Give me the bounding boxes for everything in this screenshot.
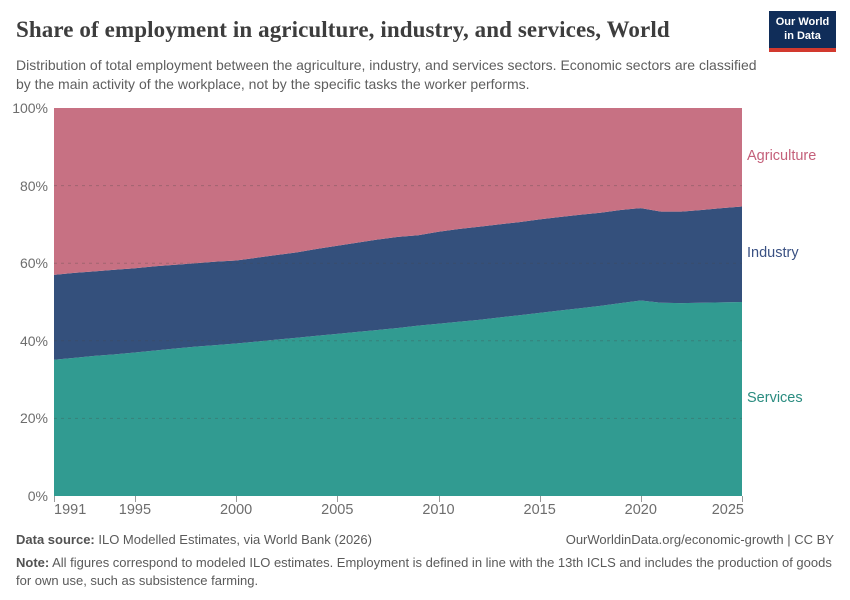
x-axis-tick-label: 1991	[54, 502, 87, 518]
owid-citation-link[interactable]: OurWorldinData.org/economic-growth | CC …	[565, 532, 834, 547]
y-axis-tick-label: 40%	[19, 332, 48, 349]
footer-source-row: Data source: ILO Modelled Estimates, via…	[16, 532, 834, 547]
x-axis-tick	[337, 496, 339, 502]
x-axis-tick-label: 2020	[624, 502, 657, 518]
page-title: Share of employment in agriculture, indu…	[16, 17, 670, 42]
y-axis-tick-label: 80%	[19, 177, 48, 194]
x-axis-tick	[54, 496, 55, 502]
x-axis-tick-label: 2010	[422, 502, 455, 518]
source-text: Data source: ILO Modelled Estimates, via…	[16, 532, 372, 547]
x-axis-tick	[236, 496, 238, 502]
area-services[interactable]	[54, 300, 742, 496]
legend-label-agriculture[interactable]: Agriculture	[747, 148, 817, 165]
x-axis-tick	[539, 496, 541, 502]
x-axis-tick	[742, 496, 743, 502]
owid-logo: Our World in Data	[769, 11, 836, 52]
chart-subtitle: Distribution of total employment between…	[16, 57, 757, 93]
x-axis-tick-label: 2015	[523, 502, 556, 518]
stacked-area-plot[interactable]	[54, 108, 742, 496]
x-axis-tick-label: 2000	[219, 502, 253, 518]
x-axis-tick-label: 2005	[321, 502, 354, 518]
footer-note: Note: All figures correspond to modeled …	[16, 555, 832, 588]
owid-logo-line2: in Data	[784, 30, 821, 43]
area-industry[interactable]	[54, 206, 742, 360]
y-axis-tick-label: 60%	[19, 255, 48, 272]
x-axis-tick-label: 1995	[118, 502, 152, 518]
area-agriculture[interactable]	[54, 108, 742, 275]
owid-logo-line1: Our World	[775, 16, 830, 28]
y-axis-tick-label: 0%	[27, 488, 48, 504]
x-axis-tick	[640, 496, 642, 502]
x-axis-tick	[438, 496, 440, 502]
x-axis-tick-label: 2025	[711, 502, 744, 518]
x-axis-tick	[134, 496, 136, 502]
note-label: Note:	[16, 555, 50, 570]
legend-label-industry[interactable]: Industry	[747, 245, 799, 262]
source-label: Data source:	[16, 532, 95, 547]
y-axis-tick-label: 20%	[19, 410, 48, 427]
legend-label-services[interactable]: Services	[747, 390, 803, 406]
y-axis-tick-label: 100%	[12, 100, 48, 116]
